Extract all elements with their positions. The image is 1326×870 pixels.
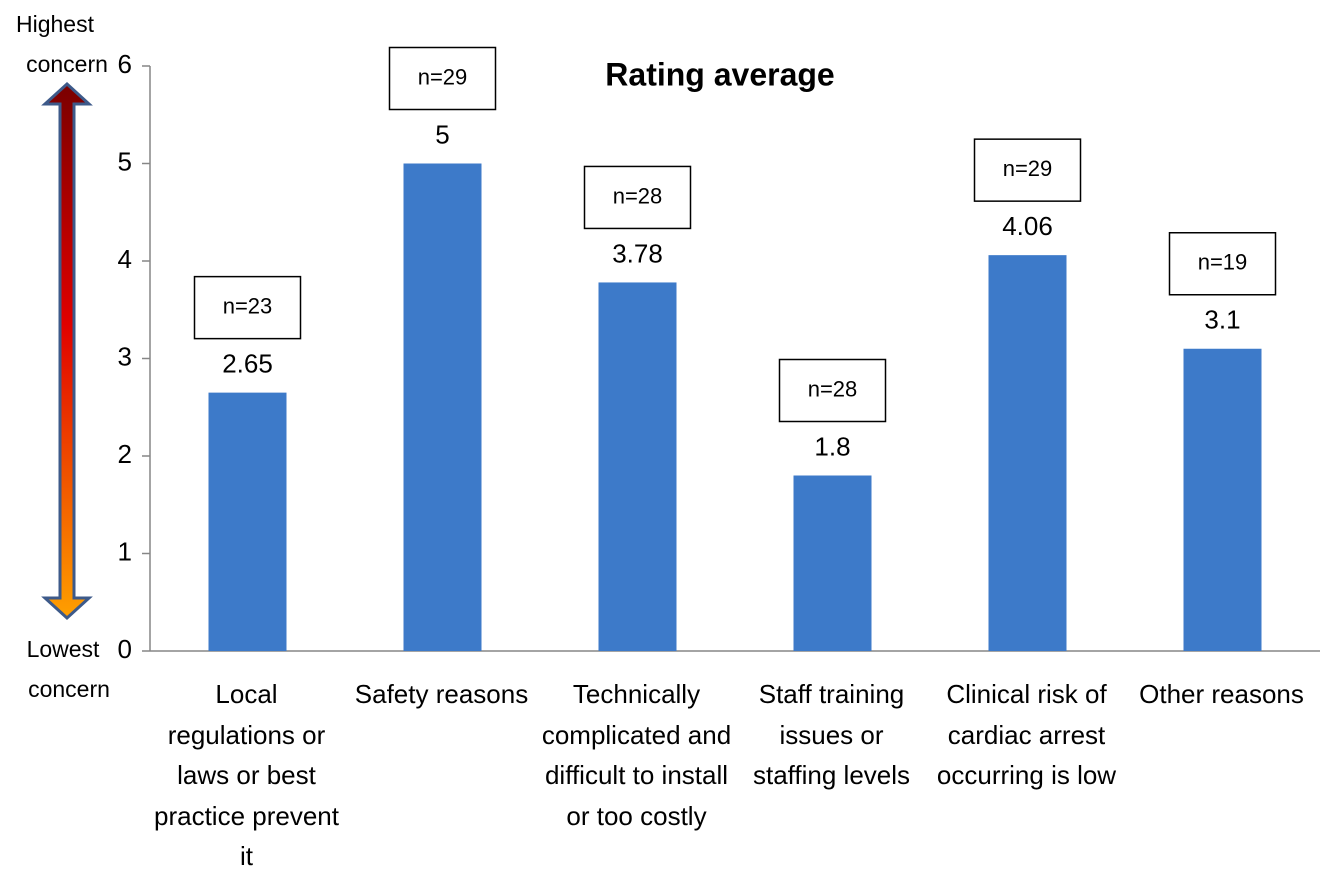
annotation: n=29 (1003, 156, 1053, 181)
annotation: n=23 (223, 293, 273, 318)
axis-bottom-label: Lowest (27, 636, 100, 662)
x-tick-label: Other reasons (1139, 679, 1304, 709)
y-tick-label: 4 (118, 244, 132, 274)
annotation: n=19 (1198, 250, 1248, 275)
axis-bottom-label: concern (28, 676, 110, 702)
annotation-box (583, 165, 692, 230)
x-tick-label: Local regulations or laws or best practi… (154, 679, 339, 870)
x-tick-label: Safety reasons (354, 679, 529, 709)
y-tick-label: 3 (118, 341, 132, 371)
y-tick-label: 6 (118, 49, 132, 79)
bar (598, 282, 677, 651)
chart-title: Rating average (605, 56, 834, 92)
x-tick-label: Staff training issues or staffing levels (752, 679, 911, 790)
annotation-box (778, 358, 887, 423)
bar (208, 392, 287, 651)
bar (988, 255, 1067, 651)
y-tick-label: 5 (118, 146, 132, 176)
y-tick-label: 1 (118, 536, 132, 566)
bar (1183, 348, 1262, 651)
x-tick-label: Technically complicated and difficult to… (541, 679, 732, 831)
bar (403, 163, 482, 651)
y-tick-label: 0 (118, 634, 132, 664)
axis-top-label: Highest (16, 11, 95, 37)
annotation-box (1168, 232, 1277, 296)
value-label: 3.1 (1204, 305, 1240, 335)
value-label: 2.65 (222, 349, 273, 379)
annotation: n=28 (613, 183, 663, 208)
value-label: 3.78 (612, 238, 663, 268)
x-tick-label: Clinical risk of cardiac arrest occurrin… (936, 679, 1117, 790)
annotation-box (193, 275, 302, 340)
value-label: 4.06 (1002, 211, 1053, 241)
value-label: 1.8 (814, 431, 850, 461)
y-tick-label: 2 (118, 439, 132, 469)
annotation: n=29 (418, 64, 468, 89)
annotation: n=28 (808, 376, 858, 401)
bar (793, 475, 872, 651)
concern-arrow (41, 81, 93, 621)
axis-top-label: concern (26, 51, 108, 77)
annotation-box (388, 46, 497, 111)
value-label: 5 (435, 119, 449, 149)
annotation-box (973, 138, 1082, 202)
